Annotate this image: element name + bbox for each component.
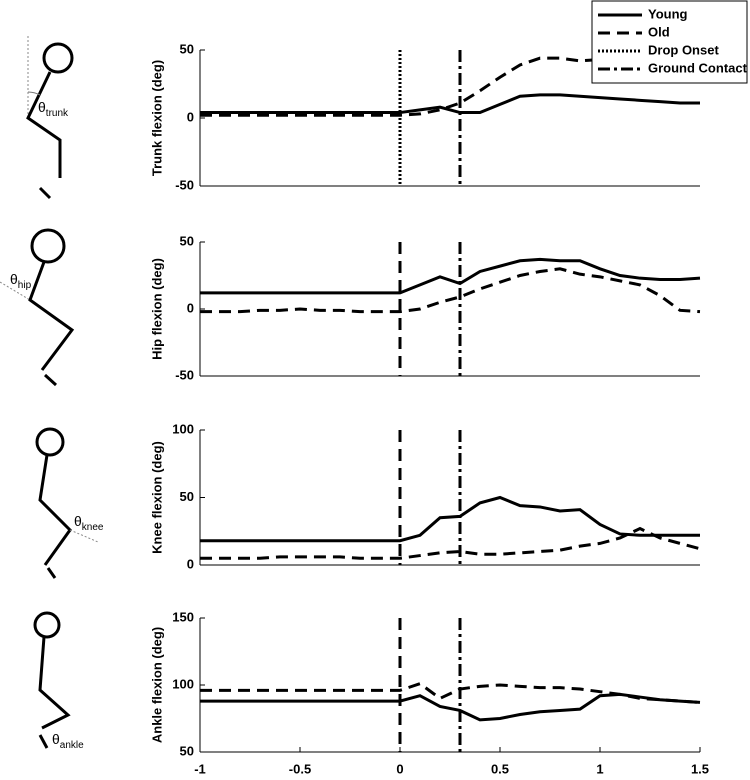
foot [38,734,49,749]
angle-symbol: θ [74,513,82,529]
x-tick-label: -0.5 [289,761,311,776]
series-line [200,93,700,115]
angle-symbol: θ [38,99,46,115]
body [26,71,62,178]
x-tick-label: 1.5 [691,761,709,776]
angle-subscript: knee [82,522,104,533]
y-tick-label: 0 [187,109,194,124]
x-tick-label: -1 [194,761,206,776]
y-tick-label: 100 [172,676,194,691]
angle-label: θtrunk [38,99,69,119]
y-tick-label: 0 [187,556,194,571]
foot [46,567,57,579]
angle-label: θknee [74,513,104,533]
x-tick-label: 0 [396,761,403,776]
reference-line [0,281,31,301]
series-line [200,267,701,314]
series-line [200,681,701,704]
head [30,228,66,264]
body [28,261,75,371]
foot [38,186,52,200]
y-tick-label: 50 [180,743,194,758]
y-tick-label: -50 [175,367,194,382]
angle-subscript: hip [18,280,32,291]
angle-symbol: θ [10,271,18,287]
legend-label: Young [648,6,688,21]
angle-subscript: ankle [60,740,84,751]
foot [43,373,58,387]
legend-label: Old [648,24,670,39]
reference-line [69,529,99,543]
y-axis-label: Knee flexion (deg) [149,441,164,554]
y-tick-label: 50 [180,489,194,504]
angle-label: θankle [52,731,84,751]
angle-arc [27,91,41,96]
legend-label: Drop Onset [648,42,719,57]
angle-symbol: θ [52,731,60,747]
y-axis-label: Ankle flexion (deg) [149,627,164,743]
y-tick-label: 0 [187,300,194,315]
body [38,636,71,730]
head [33,611,61,639]
series-line [200,526,701,560]
head [42,42,74,74]
stick-figures [0,35,99,749]
x-tick-label: 1 [596,761,603,776]
series-line [200,56,700,117]
y-axis-label: Trunk flexion (deg) [149,60,164,176]
series-line [200,692,701,722]
x-tick-label: 0.5 [491,761,509,776]
y-tick-label: 150 [172,609,194,624]
y-tick-label: 100 [172,421,194,436]
series-line [200,257,701,295]
y-tick-label: 50 [180,233,194,248]
legend-label: Ground Contact [648,60,748,75]
series-line [200,495,700,543]
legend: Young Old Drop Onset Ground Contact [591,0,748,84]
head [35,427,65,457]
body [38,454,72,566]
y-axis-label: Hip flexion (deg) [149,258,164,360]
y-tick-label: 50 [180,41,194,56]
angle-subscript: trunk [46,108,69,119]
y-tick-label: -50 [175,177,194,192]
angle-label: θhip [10,271,32,291]
